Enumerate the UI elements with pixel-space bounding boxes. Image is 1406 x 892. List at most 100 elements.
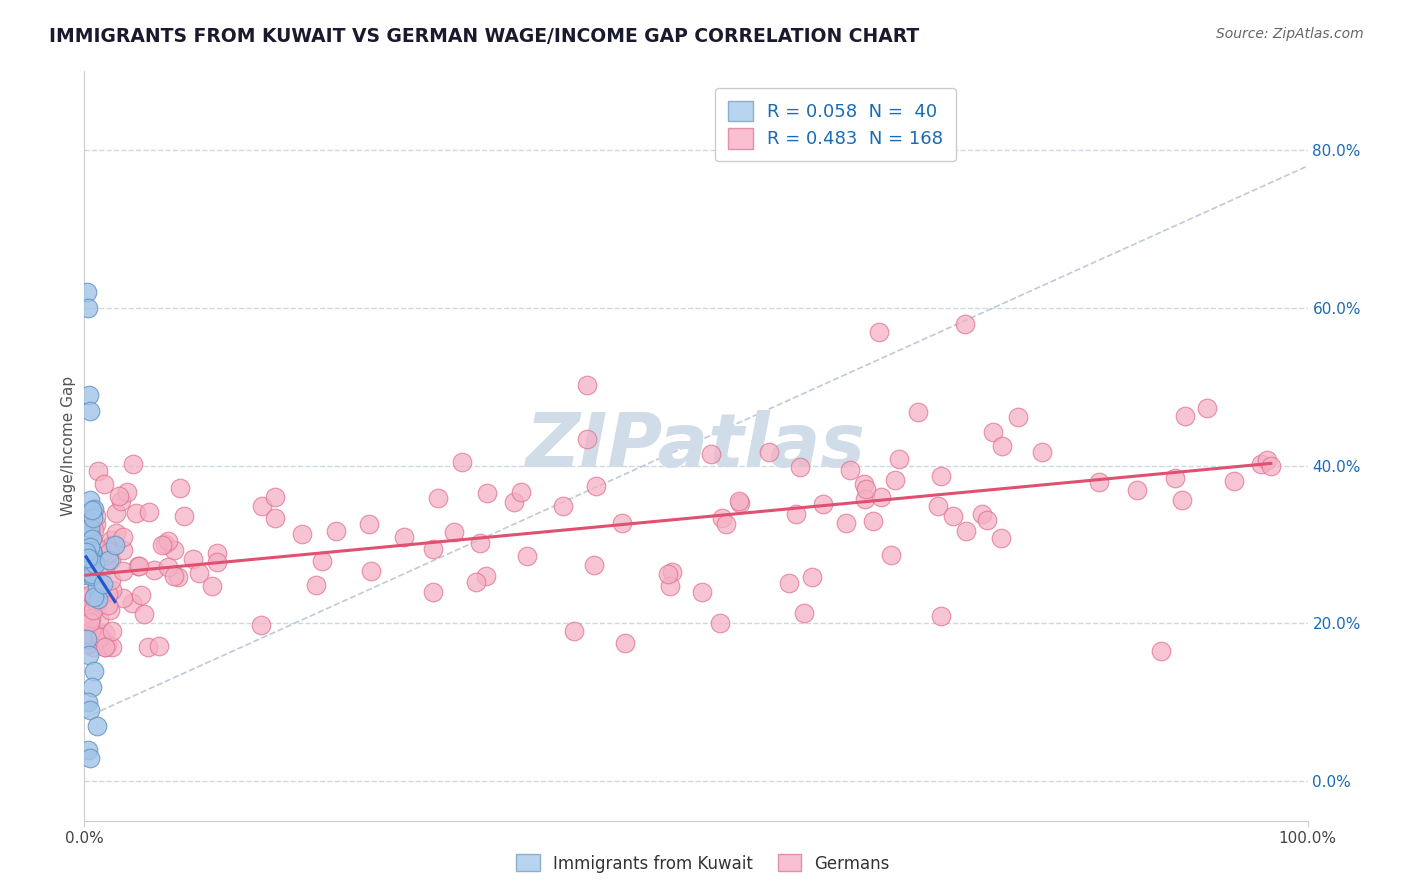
Point [75,544,97,558]
Point [80,503,103,517]
Point [84,517,107,532]
Point [82,510,104,524]
Point [125,506,148,520]
Point [942,508,965,523]
Point [89,612,111,626]
Point [75,615,97,630]
Point [80,680,103,694]
Point [89,569,111,583]
Point [929,469,952,483]
Point [82,623,104,637]
Point [127,558,149,573]
Point [97,553,120,567]
Point [86,719,108,733]
Point [94,548,117,562]
Point [104,506,127,520]
Point [82,560,104,574]
Point [79,589,101,603]
Point [250,500,273,514]
Point [576,432,599,446]
Point [101,583,124,598]
Point [972,507,994,521]
Point [94,640,117,654]
Point [100,573,122,587]
Point [82,547,104,561]
Point [79,403,101,417]
Point [143,563,166,577]
Point [657,566,679,581]
Point [862,515,884,529]
Point [83,664,105,678]
Point [853,491,876,506]
Point [661,565,683,579]
Point [838,463,860,477]
Point [82,531,104,545]
Point [758,445,780,459]
Point [77,648,100,662]
Point [835,516,858,530]
Point [325,524,347,538]
Point [1007,410,1029,425]
Point [79,750,101,764]
Point [112,591,135,605]
Point [76,567,98,582]
Point [77,742,100,756]
Point [990,532,1012,546]
Point [157,533,180,548]
Point [79,540,101,554]
Point [976,513,998,527]
Point [79,615,101,629]
Point [983,425,1005,439]
Point [94,640,117,654]
Point [263,511,285,525]
Point [134,607,156,622]
Point [188,566,211,581]
Point [76,544,98,558]
Point [79,526,101,541]
Point [475,485,498,500]
Point [205,555,228,569]
Point [422,541,444,556]
Point [104,538,127,552]
Point [86,508,108,523]
Point [115,485,138,500]
Point [93,477,115,491]
Point [394,530,416,544]
Point [709,616,731,631]
Point [77,550,100,565]
Text: IMMIGRANTS FROM KUWAIT VS GERMAN WAGE/INCOME GAP CORRELATION CHART: IMMIGRANTS FROM KUWAIT VS GERMAN WAGE/IN… [49,27,920,45]
Point [91,577,114,591]
Point [79,521,101,535]
Point [111,543,134,558]
Point [98,545,121,559]
Point [1126,483,1149,497]
Text: ZIPatlas: ZIPatlas [526,409,866,483]
Point [82,603,104,617]
Point [562,624,585,639]
Point [83,547,105,561]
Point [128,558,150,573]
Point [163,542,186,557]
Point [200,579,222,593]
Point [79,493,101,508]
Point [870,490,893,504]
Point [801,570,824,584]
Point [927,499,949,513]
Point [728,493,751,508]
Point [80,522,103,536]
Point [610,516,633,530]
Point [136,640,159,654]
Point [100,552,122,566]
Point [422,585,444,599]
Point [100,533,122,547]
Point [76,632,98,647]
Point [789,460,811,475]
Point [76,637,98,651]
Point [1171,492,1194,507]
Point [80,610,103,624]
Point [77,388,100,402]
Point [169,482,191,496]
Point [728,495,751,509]
Point [77,551,100,566]
Point [93,625,115,640]
